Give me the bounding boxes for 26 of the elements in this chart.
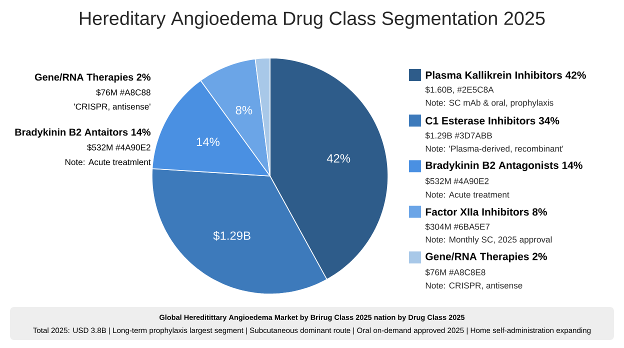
text: $532M #4A90E2 (425, 178, 489, 185)
text: Note: CRISPR, antisense (426, 282, 522, 290)
legend-label: Bradykinin B2 Antagonists 14% (426, 161, 582, 172)
text: 'CRISPR, antisense' (74, 103, 150, 111)
text: $532M #4A90E2 (87, 144, 150, 151)
legend-label: Factor XIIa Inhibitors 8% (426, 208, 547, 216)
text: $1.29B (213, 230, 250, 241)
text: Note: Acute treatment (426, 192, 510, 198)
chart-title: Hereditary Angioedema Drug Class Segmentation 2025 (80, 11, 545, 29)
legend-label: Gene/RNA Therapies 2% (426, 252, 547, 262)
text: Note: SC mAb & oral, prophylaxis (426, 100, 554, 108)
text: $76M #A8C88 (96, 89, 150, 96)
text: Note: Acute treatmlent (65, 158, 151, 166)
text: Note: 'Plasma-derived, recombinant' (426, 145, 564, 153)
text: $304M #6BA5E7 (425, 223, 490, 230)
legend-label: Plasma Kallikrein Inhibitors 42% (426, 71, 586, 79)
text: $76M #A8C8E8 (425, 268, 486, 276)
text: $1.29B #3D7ABB (425, 132, 492, 140)
text: Note: Monthly SC, 2025 approval (426, 236, 552, 244)
text: $1.60B, #2E5C8A (425, 86, 494, 94)
text: Bradykinin B2 Antaitors 14% (15, 128, 151, 138)
data-label: 14% (196, 138, 220, 146)
data-label: 42% (326, 154, 350, 163)
data-label: 8% (236, 106, 252, 114)
legend-label: C1 Esterase Inhibitors 34% (426, 116, 560, 124)
text: Gene/RNA Therapies 2% (34, 73, 151, 83)
